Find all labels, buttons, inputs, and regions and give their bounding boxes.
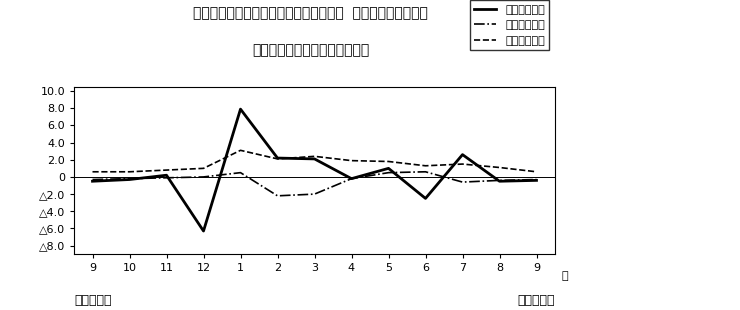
Text: 平成２３年: 平成２３年 xyxy=(517,294,555,307)
Text: （規模５人以上　調査産業計）: （規模５人以上 調査産業計） xyxy=(252,43,369,57)
Text: 月: 月 xyxy=(562,271,568,281)
Text: 第４図　賃金、労働時間、常用雇用指数  対前年同月比の推移: 第４図 賃金、労働時間、常用雇用指数 対前年同月比の推移 xyxy=(193,6,428,20)
Legend: 現金給与総額, 総実労働時間, 常用雇用指数: 現金給与総額, 総実労働時間, 常用雇用指数 xyxy=(470,0,549,50)
Text: 平成２２年: 平成２２年 xyxy=(74,294,112,307)
